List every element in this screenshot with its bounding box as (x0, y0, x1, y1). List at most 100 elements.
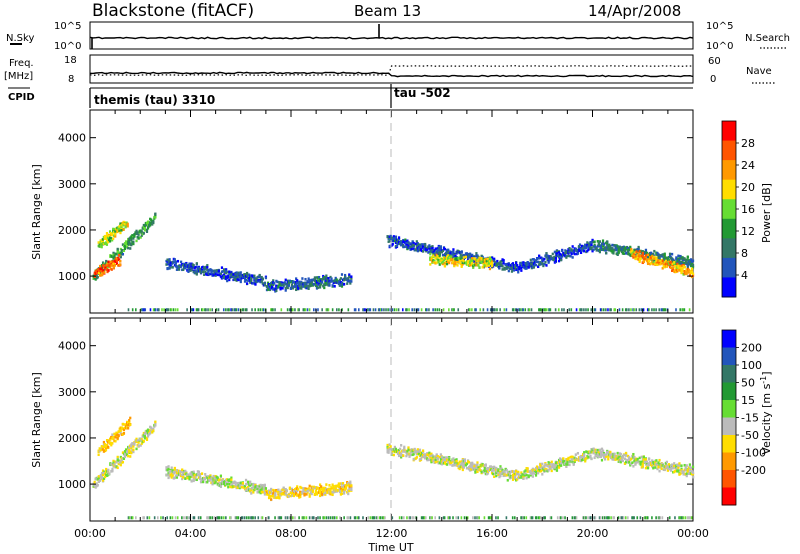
ground-echo (425, 308, 427, 312)
echo-cell (319, 494, 322, 498)
echo-cell (348, 489, 351, 493)
power-echoes (92, 212, 695, 312)
echo-cell (407, 241, 410, 244)
echo-cell (119, 222, 122, 226)
ground-echo (130, 516, 133, 520)
ground-echo (544, 308, 546, 312)
ground-echo (471, 308, 473, 312)
ground-echo (604, 516, 606, 520)
ground-echo (284, 516, 287, 520)
echo-cell (520, 471, 523, 474)
echo-cell (244, 478, 248, 482)
echo-cell (216, 476, 219, 480)
echo-cell (112, 459, 115, 463)
echo-cell (324, 493, 327, 496)
echo-cell (431, 257, 434, 261)
echo-cell (349, 480, 352, 484)
echo-cell (522, 475, 525, 479)
echo-cell (139, 236, 142, 239)
ground-echo (333, 516, 336, 520)
echo-cell (515, 261, 518, 265)
ground-echo (614, 308, 617, 312)
echo-cell (434, 458, 437, 461)
echo-cell (297, 287, 300, 290)
echo-cell (590, 457, 593, 461)
ground-echo (403, 516, 405, 520)
ground-echo (442, 308, 445, 312)
echo-cell (522, 263, 525, 267)
echo-cell (109, 260, 112, 264)
ground-echo (229, 516, 231, 520)
echo-cell (616, 451, 619, 455)
ground-echo (170, 308, 173, 312)
ground-echo (338, 308, 340, 312)
ground-echo (398, 516, 401, 520)
ground-echo (146, 516, 149, 520)
echo-cell (559, 252, 562, 256)
echo-cell (265, 285, 269, 288)
echo-cell (673, 262, 676, 266)
ground-echo (642, 308, 645, 312)
echo-cell (344, 275, 347, 279)
ground-echo (252, 516, 254, 520)
ground-echo (366, 308, 368, 312)
ground-echo (453, 308, 455, 312)
ground-echo (479, 308, 482, 312)
ground-echo (432, 308, 434, 312)
echo-cell (238, 485, 241, 488)
echo-cell (663, 252, 666, 256)
echo-cell (350, 484, 353, 487)
echo-cell (112, 266, 115, 269)
ground-echo (605, 308, 607, 312)
echo-cell (342, 490, 346, 494)
ground-echo (362, 516, 364, 520)
echo-cell (245, 482, 249, 486)
echo-cell (439, 453, 442, 456)
ground-echo (608, 516, 610, 520)
echo-cell (115, 252, 118, 256)
ground-echo (280, 516, 283, 520)
echo-cell (222, 273, 226, 277)
echo-cell (403, 445, 406, 449)
ground-echo (525, 516, 528, 520)
echo-cell (330, 279, 333, 283)
ground-echo (347, 308, 350, 312)
echo-cell (307, 277, 310, 281)
ground-echo (679, 308, 681, 312)
echo-cell (427, 458, 430, 462)
ground-echo (513, 516, 516, 520)
echo-cell (392, 453, 395, 457)
echo-cell (410, 448, 413, 451)
echo-cell (542, 264, 545, 268)
echo-cell (624, 451, 628, 455)
echo-cell (143, 435, 147, 438)
echo-cell (287, 495, 290, 498)
echo-cell (116, 455, 119, 459)
echo-cell (297, 488, 300, 491)
echo-cell (115, 262, 119, 265)
ground-echo (406, 308, 408, 312)
echo-cell (490, 264, 494, 268)
ground-echo (198, 516, 201, 520)
echo-cell (517, 270, 520, 274)
echo-cell (415, 240, 418, 243)
echo-cell (349, 482, 352, 485)
ground-echo (474, 308, 476, 312)
ground-echo (236, 516, 239, 520)
echo-cell (122, 457, 126, 460)
echo-cell (638, 456, 641, 460)
echo-cell (104, 448, 108, 452)
echo-cell (437, 256, 440, 259)
echo-cell (118, 460, 121, 464)
echo-cell (462, 466, 465, 469)
ground-echo (423, 516, 426, 520)
ground-echo (621, 308, 624, 312)
echo-cell (115, 431, 118, 435)
echo-cell (526, 261, 529, 264)
echo-cell (219, 272, 223, 276)
echo-cell (678, 258, 681, 262)
ground-echo (127, 516, 130, 520)
echo-cell (238, 486, 241, 490)
echo-cell (665, 460, 668, 464)
ground-echo (503, 308, 506, 312)
